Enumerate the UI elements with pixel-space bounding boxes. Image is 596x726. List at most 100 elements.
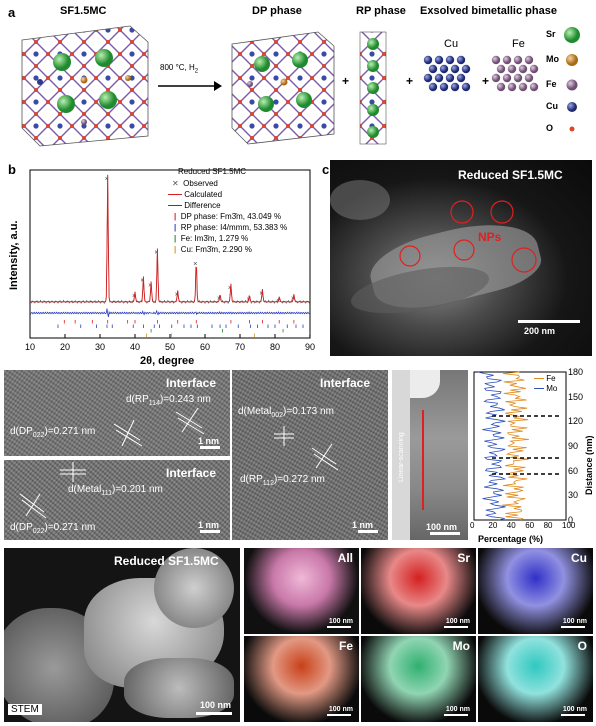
fe-cluster-atom (507, 82, 517, 92)
fe-cluster-atom (518, 64, 528, 74)
dp-phase-title: DP phase (252, 5, 302, 17)
hrtem-d: Interface d(RP114)=0.243 nm d(DP022)=0.2… (4, 370, 230, 456)
legend-cu: | Cu: Fm3̄m, 2.290 % (174, 245, 252, 254)
hrtem-e: Interface d(Metal111)=0.201 nm d(DP022)=… (4, 460, 230, 540)
panel-a-illustration (21, 25, 580, 147)
legend-difference: Difference (168, 201, 221, 210)
xrd-legend-title: Reduced SF1.5MC (178, 167, 247, 176)
fe-cluster-atom (502, 55, 512, 65)
legend-o-ball (569, 126, 575, 132)
fe-cluster-atom (518, 82, 528, 92)
observed-point-2: × (140, 278, 144, 285)
xrd-xtick-label-5: 60 (200, 342, 210, 352)
panel-h-title: Reduced SF1.5MC (114, 554, 219, 568)
panel-b-label: b (8, 162, 16, 177)
xrd-xtick-label-3: 40 (130, 342, 140, 352)
dp022-label-e: d(DP022)=0.271 nm (10, 522, 96, 535)
scale-bar-d (200, 446, 220, 449)
eds-scale-bar-4 (444, 714, 468, 716)
xrd-xtick-label-6: 70 (235, 342, 245, 352)
legend-sr-ball (564, 27, 580, 43)
mo-profile (477, 371, 507, 521)
calculated-trace (30, 174, 310, 303)
eds-title-5: O (577, 639, 587, 653)
panel-a-label: a (8, 5, 16, 20)
xrd-xtick-label-2: 30 (95, 342, 105, 352)
eds-scale-bar-2 (561, 626, 585, 628)
fe-cluster-atom (496, 64, 506, 74)
fe-cluster-atom (507, 64, 517, 74)
ls-ylabel: Distance (nm) (584, 435, 594, 495)
eds-title-2: Cu (571, 551, 587, 565)
fe-cluster-atom (513, 73, 523, 83)
ls-xlabel: Percentage (%) (478, 534, 544, 544)
stem-linescan-image: Linear-scanning 100 nm (392, 370, 468, 540)
cu-cluster-atom (456, 55, 466, 65)
eds-map-mo: Mo 100 nm (361, 636, 476, 722)
rp-crystal (359, 31, 387, 145)
eds-scale-bar-0 (327, 626, 351, 628)
interface-title-d: Interface (166, 376, 217, 390)
panel-c-label: c (322, 162, 330, 177)
cu-cluster-atom (439, 64, 449, 74)
scale-label-h: 100 nm (200, 700, 232, 710)
legend-mo-ball (566, 54, 578, 66)
legend-calculated: Calculated (168, 190, 222, 199)
xrd-xtick-label-4: 50 (165, 342, 175, 352)
fe-cluster-atom (529, 64, 539, 74)
scale-label-d: 1 nm (198, 436, 220, 446)
eds-scale-label-1: 100 nm (445, 618, 470, 625)
dp022-label-d: d(DP022)=0.271 nm (10, 426, 96, 439)
eds-title-4: Mo (452, 639, 470, 653)
panel-c-title: Reduced SF1.5MC (458, 168, 563, 182)
ls-ytick-5: 150 (568, 391, 584, 402)
cu-cluster-atom (450, 82, 460, 92)
ls-legend-fe: Fe (534, 374, 556, 383)
eds-scale-label-4: 100 nm (445, 706, 470, 713)
eds-map-cu: Cu 100 nm (478, 548, 593, 634)
ls-ytick-4: 120 (568, 416, 584, 427)
legend-fe-ball (566, 79, 578, 91)
legend-observed: ✕ Observed (172, 179, 218, 188)
fe-cluster-atom (524, 55, 534, 65)
observed-point-8: × (228, 285, 232, 292)
sf-title: SF1.5MC (60, 5, 107, 17)
hrtem-f: Interface d(Metal002)=0.173 nm d(RP112)=… (232, 370, 388, 540)
legend-dp: | DP phase: Fm3̄m, 43.049 % (174, 212, 282, 221)
xrd-xlabel: 2θ, degree (140, 355, 195, 367)
cu-cluster-atom (461, 64, 471, 74)
nps-label: NPs (478, 230, 502, 244)
eds-scale-label-2: 100 nm (562, 618, 587, 625)
linescan-chart (473, 371, 567, 521)
np-circles (399, 200, 537, 273)
ls-legend-mo: Mo (534, 384, 557, 393)
legend-fe: | Fe: Im3̄m, 1.279 % (174, 234, 249, 243)
scale-label-e: 1 nm (198, 520, 220, 530)
cu-cluster-atom (439, 82, 449, 92)
fe-cluster-atom (496, 82, 506, 92)
cu-cluster-atom (456, 73, 466, 83)
fe-cluster-atom (524, 73, 534, 83)
plus-3: + (482, 74, 490, 88)
eds-map-fe: Fe 100 nm (244, 636, 359, 722)
scale-label-f: 1 nm (352, 520, 374, 530)
legend-cu-label: Cu (546, 101, 558, 111)
cu-cluster-atom (428, 82, 438, 92)
ls-ytick-2: 60 (568, 465, 579, 476)
fe-cluster-label: Fe (512, 38, 525, 50)
scale-bar-c (518, 320, 580, 323)
ls-ytick-3: 90 (568, 441, 579, 451)
eds-map-all: All 100 nm (244, 548, 359, 634)
plus-2: + (406, 74, 414, 88)
cu-cluster-atom (423, 73, 433, 83)
sem-image-c: Reduced SF1.5MC NPs 200 nm (330, 160, 592, 356)
cu-cluster-atom (434, 55, 444, 65)
observed-point-4: × (154, 250, 158, 257)
legend-rp: | RP phase: I4/mmm, 53.383 % (174, 223, 288, 232)
ls-xtick-4: 80 (543, 521, 553, 530)
sf-crystal (21, 25, 149, 147)
eds-title-0: All (337, 551, 353, 565)
plus-1: + (342, 74, 350, 88)
eds-scale-label-0: 100 nm (328, 618, 353, 625)
ls-xtick-0: 0 (470, 521, 475, 530)
